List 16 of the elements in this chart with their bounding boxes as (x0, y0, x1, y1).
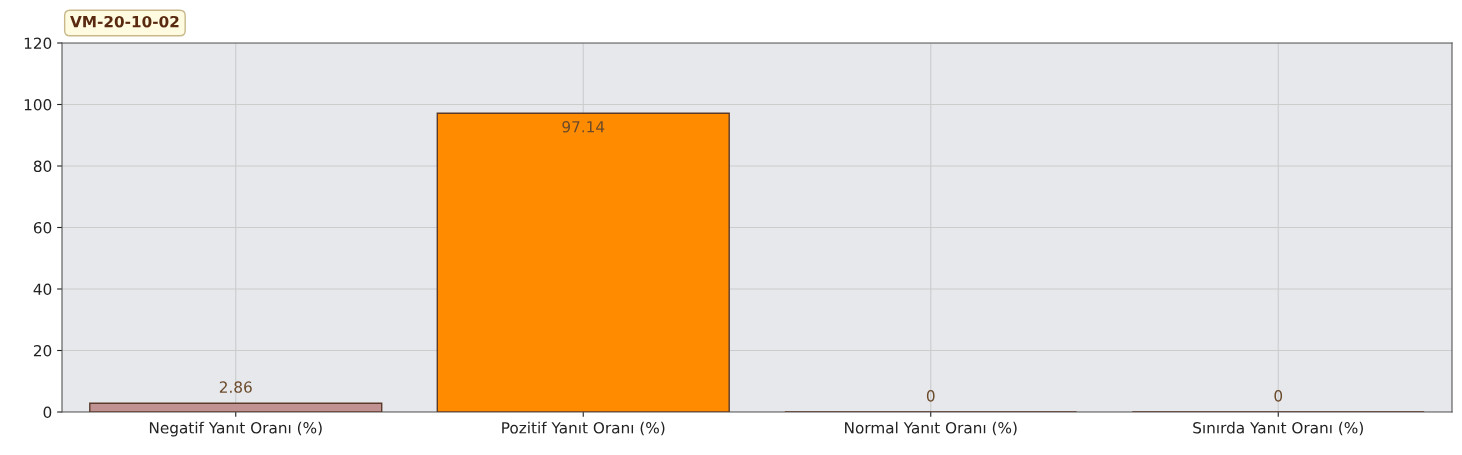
y-tick-label: 80 (33, 160, 52, 173)
chart-title: VM-20-10-02 (70, 15, 179, 28)
x-tick-label: Sınırda Yanıt Oranı (%) (1193, 421, 1363, 436)
y-tick-label: 40 (33, 283, 52, 296)
x-tick-label: Negatif Yanıt Oranı (%) (149, 421, 322, 437)
y-tick-label: 100 (24, 98, 52, 111)
x-tick-label: Pozitif Yanıt Oranı (%) (502, 421, 665, 436)
y-tick-label: 0 (43, 406, 52, 419)
y-tick-label: 20 (33, 344, 52, 357)
data-label: 0 (926, 390, 935, 402)
data-label: 0 (1274, 390, 1283, 402)
x-tick-label: Normal Yanıt Oranı (%) (845, 421, 1017, 436)
data-label: 2.86 (219, 381, 252, 393)
data-label: 97.14 (562, 120, 605, 133)
y-tick-label: 120 (24, 37, 52, 50)
y-tick-label: 60 (33, 221, 52, 234)
